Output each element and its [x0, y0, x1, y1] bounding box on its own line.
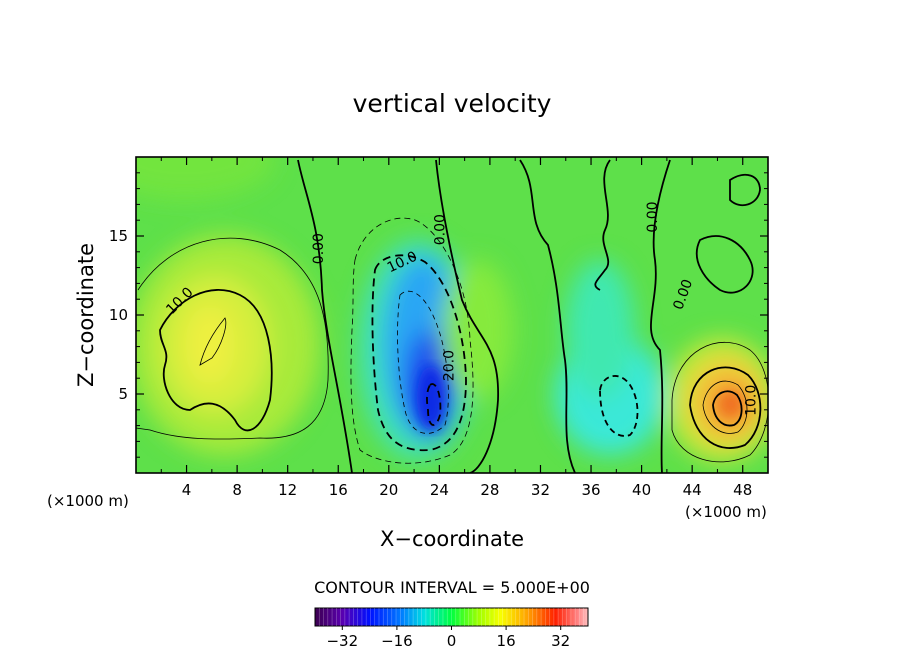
field-blob: [417, 366, 445, 430]
contour-line: [671, 341, 768, 463]
x-unit-label-left: (×1000 m): [47, 492, 129, 510]
contour-line: [650, 159, 671, 473]
field-blob: [565, 260, 635, 400]
contour-interval-label: CONTOUR INTERVAL = 5.000E+00: [314, 578, 590, 597]
contour-line: [136, 237, 329, 440]
colorbar: −32 −16 0 16 32: [314, 607, 589, 650]
colorbar-stripes: [318, 608, 585, 626]
y-axis: 5 10 15: [109, 172, 768, 458]
colorbar-tick-label: 0: [447, 632, 457, 650]
x-axis-title: X−coordinate: [380, 527, 524, 551]
y-tick-label: 15: [109, 227, 128, 245]
contour-label: 10.0: [743, 385, 759, 416]
contour-label: 0.00: [432, 214, 448, 245]
y-tick-label: 10: [109, 306, 128, 324]
x-tick-label: 8: [232, 481, 242, 499]
x-tick-label: 44: [683, 481, 702, 499]
contour-line: [297, 159, 353, 473]
x-tick-label: 20: [379, 481, 398, 499]
x-tick-label: 40: [632, 481, 651, 499]
contour-line: [350, 217, 474, 464]
contour-line: [702, 380, 748, 434]
contour-line: [426, 383, 442, 426]
contour-label: 0.00: [645, 201, 661, 232]
contour-label: 20.0: [441, 350, 457, 381]
contour-line: [371, 254, 467, 452]
x-tick-label: 48: [733, 481, 752, 499]
x-tick-label: 36: [581, 481, 600, 499]
colorbar-tick-label: 32: [551, 632, 570, 650]
contour-line: [159, 289, 273, 432]
x-unit-label-right: (×1000 m): [685, 503, 767, 521]
colorbar-tick-label: −16: [381, 632, 413, 650]
contour-label: 0.00: [311, 233, 327, 264]
contour-line: [519, 159, 576, 473]
chart-title: vertical velocity: [353, 89, 552, 118]
field-blob: [136, 157, 275, 200]
y-axis-title: Z−coordinate: [74, 243, 98, 387]
field-blob: [720, 392, 742, 416]
x-axis: 4 8 12 16 20 24 28 32 36 40 44 48: [160, 157, 752, 499]
x-tick-label: 32: [531, 481, 550, 499]
contour-line: [689, 366, 762, 449]
x-tick-label: 28: [480, 481, 499, 499]
contour-lines: [136, 159, 768, 473]
x-tick-label: 12: [278, 481, 297, 499]
contour-line: [729, 173, 761, 207]
contour-line: [435, 159, 499, 473]
colorbar-tick-label: 16: [497, 632, 516, 650]
contour-line: [594, 159, 611, 291]
y-tick-label: 5: [118, 385, 128, 403]
field-blob: [185, 305, 235, 385]
colorbar-tick-label: −32: [326, 632, 358, 650]
x-tick-label: 4: [182, 481, 192, 499]
contour-line: [695, 235, 754, 294]
colorbar-ticks: −32 −16 0 16 32: [326, 626, 570, 650]
contour-line: [599, 375, 639, 437]
contour-line: [397, 290, 449, 434]
contour-line: [199, 317, 227, 366]
x-tick-label: 16: [329, 481, 348, 499]
x-tick-label: 24: [430, 481, 449, 499]
contour-line: [712, 390, 743, 427]
